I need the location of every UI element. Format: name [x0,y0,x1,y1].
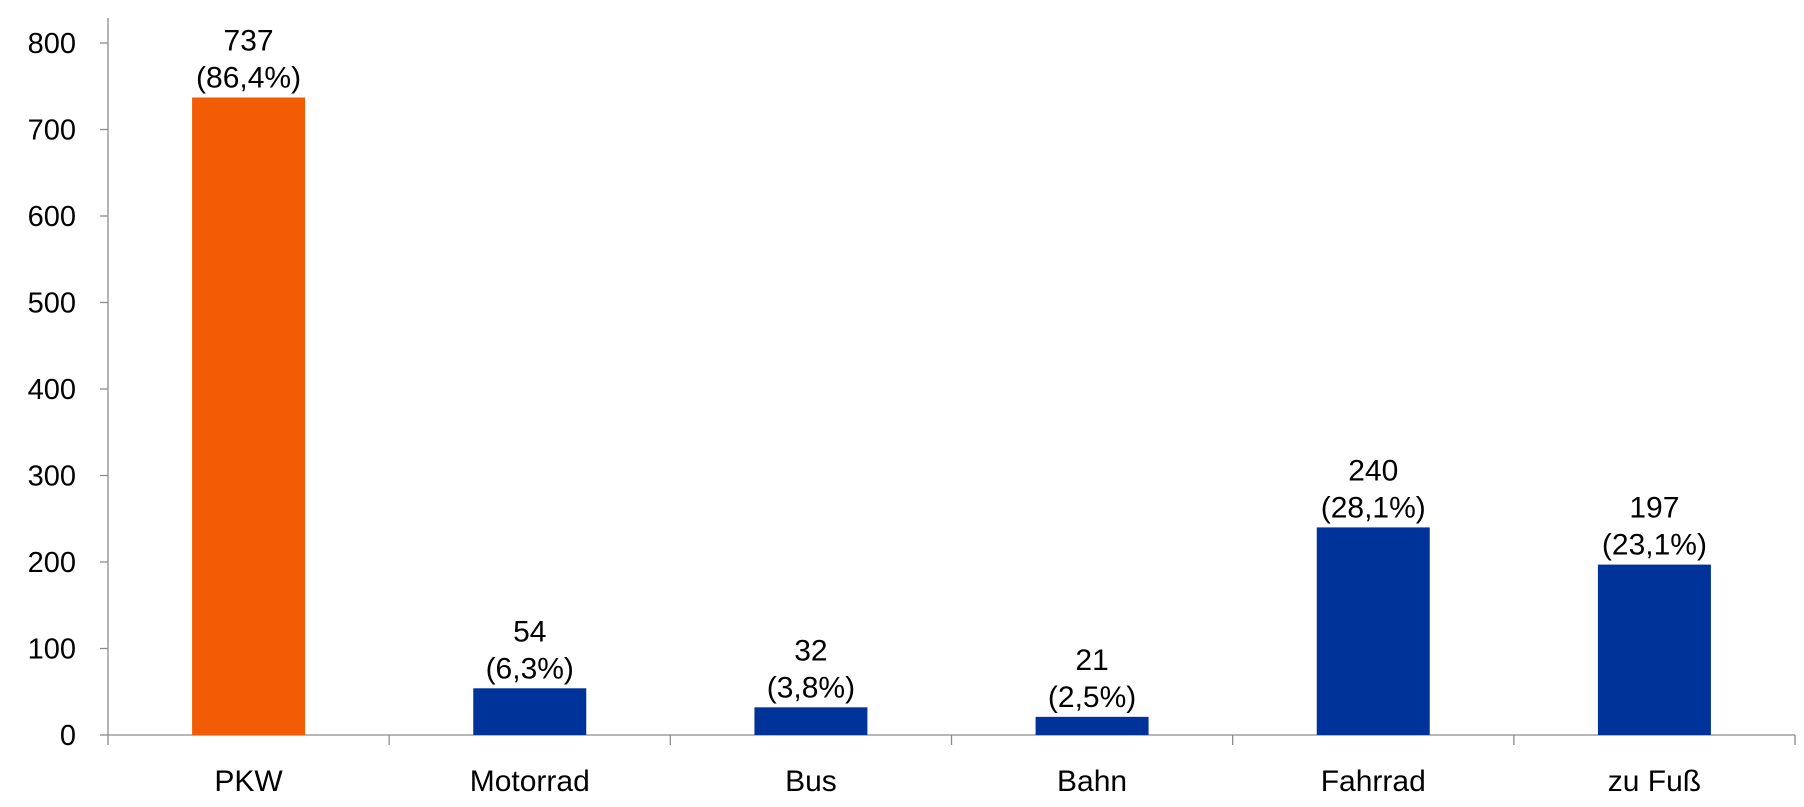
x-tick-label: zu Fuß [1608,765,1701,798]
y-tick-label: 200 [28,547,76,579]
data-label-value: 197 [1629,492,1679,525]
y-tick-label: 400 [28,374,76,406]
data-label-value: 240 [1348,454,1398,487]
data-label-percent: (86,4%) [196,61,301,94]
data-label-value: 21 [1075,644,1108,677]
y-tick-label: 300 [28,461,76,493]
bars [192,97,1711,736]
y-tick-label: 600 [28,201,76,233]
data-label-value: 737 [224,24,274,57]
bar [754,707,868,735]
data-label-percent: (23,1%) [1602,529,1707,562]
bar [1316,527,1430,735]
x-tick-label: Bahn [1057,765,1127,798]
data-label-percent: (3,8%) [767,671,855,704]
x-tick-label: Bus [785,765,837,798]
y-tick-label: 500 [28,288,76,320]
y-tick-label: 100 [28,634,76,666]
bar [473,688,587,735]
data-label-value: 54 [513,615,546,648]
x-axis: PKW Motorrad Bus Bahn Fahrrad zu Fuß [107,734,1796,798]
y-tick-label: 800 [28,28,76,60]
data-label-percent: (28,1%) [1321,491,1426,524]
data-label-value: 32 [794,634,827,667]
data-labels: 737 (86,4%) 54 (6,3%) 32 (3,8%) 21 (2,5%) 240 (28… [196,24,1707,713]
bar [1035,716,1149,735]
x-tick-label: Motorrad [470,765,590,798]
y-axis: 0 100 200 300 400 500 600 700 800 [28,18,109,752]
y-tick-label: 700 [28,115,76,147]
data-label-percent: (2,5%) [1048,681,1136,714]
x-tick-label: PKW [214,765,283,798]
bar [192,97,306,736]
bar [1597,564,1711,735]
x-tick-label: Fahrrad [1321,765,1426,798]
data-label-percent: (6,3%) [486,652,574,685]
y-tick-label: 0 [60,720,76,752]
